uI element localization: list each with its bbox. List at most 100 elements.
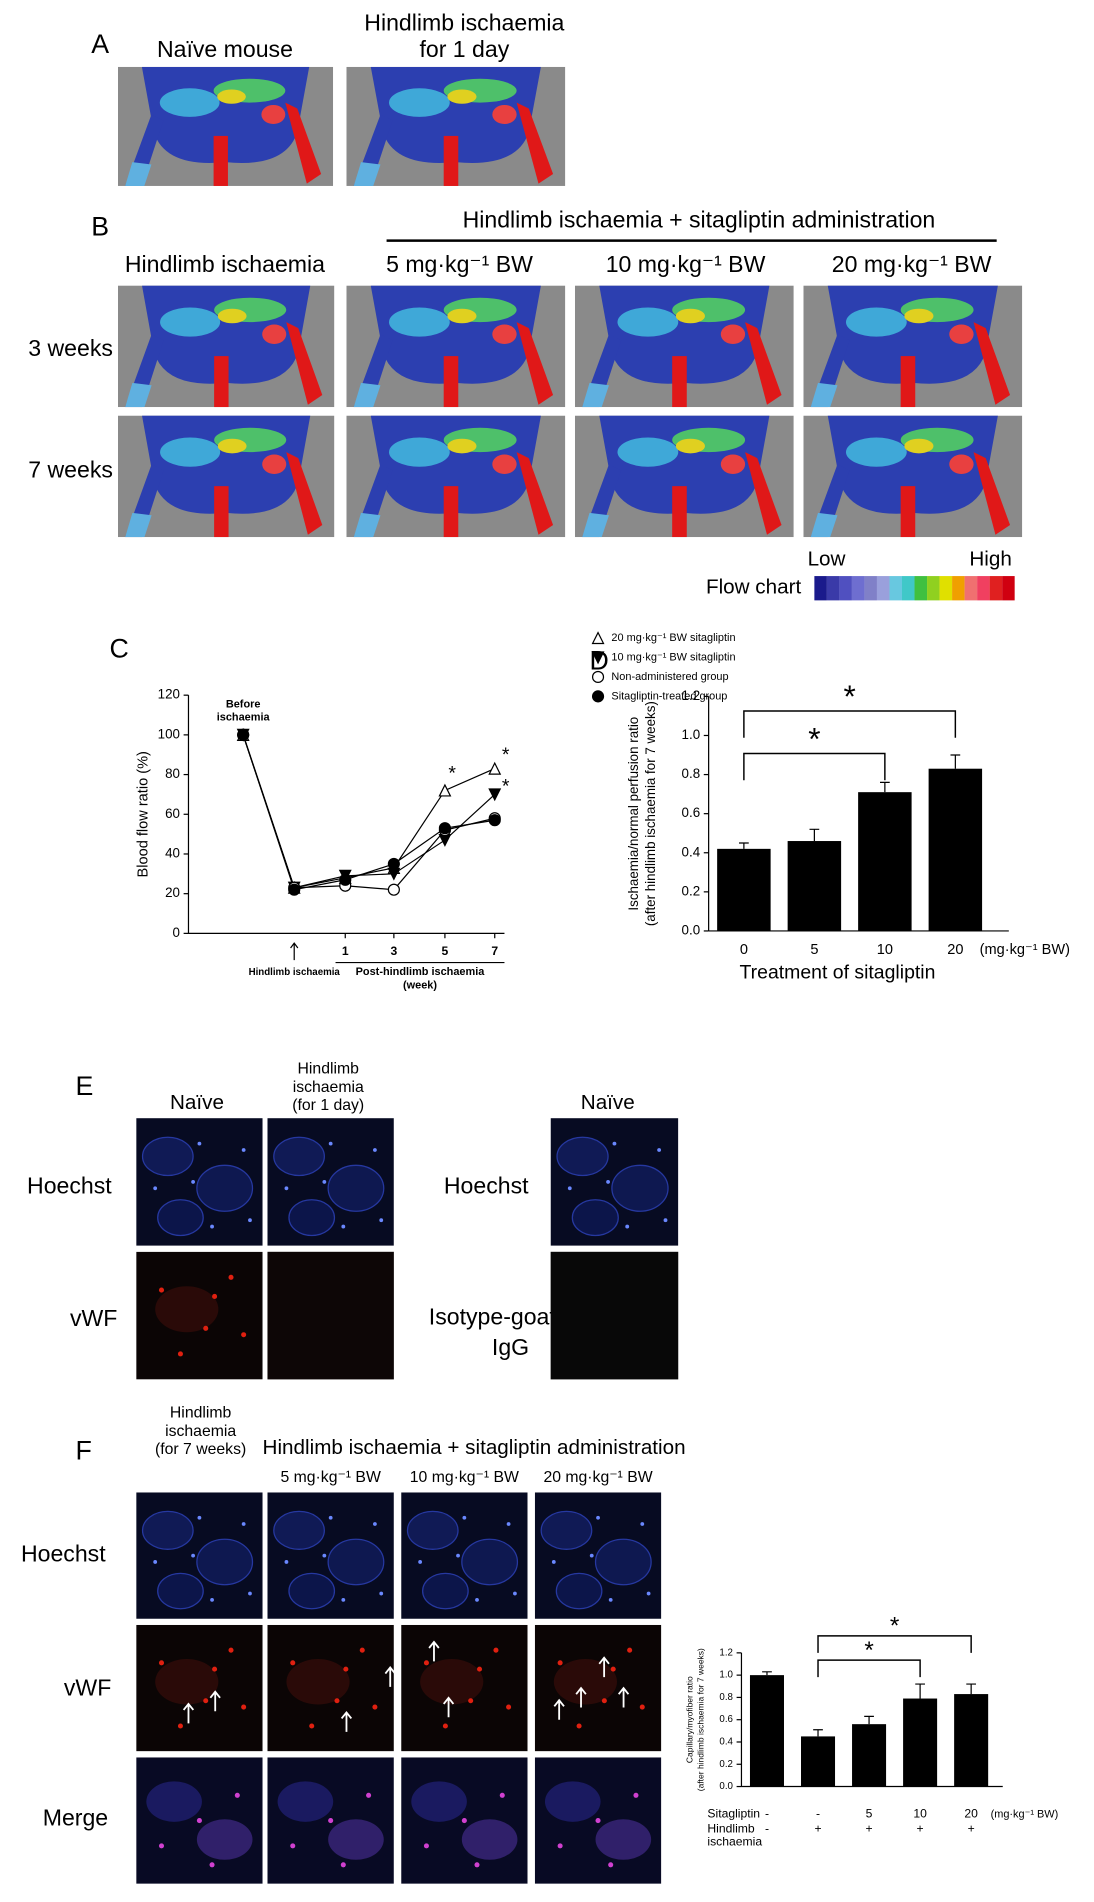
x-tick-label: - [816, 1807, 820, 1821]
micrograph [401, 1624, 528, 1752]
y-tick-label: 0.4 [682, 844, 701, 859]
scale-swatch [814, 576, 827, 601]
y-tick-label: 1.0 [719, 1670, 733, 1681]
x-tick-label: 5 [442, 944, 449, 958]
perfusion-image [574, 415, 794, 538]
perfusion-image [117, 66, 334, 186]
y-tick-label: 1.2 [719, 1647, 733, 1658]
scale-swatch [901, 576, 915, 601]
scale-low: Low [808, 548, 846, 571]
y-tick-label: 80 [165, 766, 180, 781]
scale-swatch [826, 576, 840, 601]
micrograph [534, 1492, 662, 1619]
panel-letter: F [75, 1435, 91, 1465]
scale-swatch [989, 576, 1003, 601]
row-label: 7 weeks [28, 457, 113, 483]
x-tick-label: + [968, 1821, 975, 1835]
x-tick-label: 20 [964, 1807, 978, 1821]
x-axis-label: Post-hindlimb ischaemia [356, 966, 486, 978]
x-tick-label: 20 [947, 942, 963, 958]
bar [801, 1736, 836, 1787]
arrow [209, 1690, 221, 1712]
column-label: Naïve [170, 1091, 224, 1114]
y-tick-label: 120 [158, 687, 180, 702]
perfusion-image [346, 285, 566, 408]
x-tick-label: - [765, 1807, 769, 1821]
scale-swatch [876, 576, 890, 601]
bar [717, 848, 771, 931]
bar [928, 768, 983, 931]
marker [488, 814, 501, 827]
y-tick-label: 40 [165, 846, 180, 861]
scale-swatch [952, 576, 965, 601]
column-label: ischaemia [165, 1423, 236, 1440]
micrograph [267, 1118, 394, 1246]
micrograph [401, 1492, 528, 1619]
y-tick-label: 0.0 [682, 922, 701, 937]
x-axis-label: Treatment of sitagliptin [740, 962, 936, 984]
y-tick-label: 0.6 [719, 1714, 733, 1725]
scale-swatch [1002, 576, 1015, 601]
row-label: IgG [492, 1334, 529, 1360]
x-tick-label: 7 [491, 944, 498, 958]
x-axis-label: (week) [403, 980, 437, 992]
column-label: for 1 day [419, 36, 509, 62]
marker [438, 783, 452, 797]
arrow [598, 1656, 610, 1678]
group-title: Hindlimb ischaemia + sitagliptin adminis… [263, 1436, 686, 1459]
micrograph [267, 1251, 394, 1380]
arrow [575, 1686, 587, 1708]
x-tick-label: Hindlimb ischaemia [249, 967, 341, 978]
column-label: Hindlimb ischaemia [125, 251, 325, 277]
row-name: ischaemia [707, 1835, 762, 1849]
scale-swatch [851, 576, 865, 601]
column-label: (for 1 day) [292, 1097, 364, 1114]
marker [288, 883, 301, 896]
micrograph [136, 1492, 263, 1619]
row-label: vWF [64, 1674, 111, 1700]
y-tick-label: 0.0 [719, 1781, 733, 1792]
y-tick-label: 20 [165, 885, 180, 900]
marker [339, 873, 352, 886]
micrograph [534, 1757, 662, 1884]
panel-letter: C [109, 633, 128, 663]
panel-letter: A [91, 29, 109, 59]
y-tick-label: 1.2 [682, 688, 701, 703]
legend-label: 20 mg·kg⁻¹ BW sitagliptin [611, 632, 735, 644]
micrograph [534, 1624, 662, 1752]
arrow [340, 1710, 353, 1732]
significance: * [890, 1613, 900, 1640]
significance: * [502, 744, 510, 766]
row-label: Hoechst [21, 1541, 106, 1567]
micrograph [267, 1492, 394, 1619]
error-bar [966, 1683, 977, 1695]
annotation: ischaemia [217, 712, 271, 724]
error-bar [762, 1671, 772, 1676]
series-line [242, 734, 495, 889]
scale-swatch [927, 576, 940, 601]
y-tick-label: 100 [158, 726, 180, 741]
bar [858, 792, 912, 931]
x-unit: (mg·kg⁻¹ BW) [991, 1808, 1059, 1820]
arrow [182, 1702, 195, 1724]
x-tick-label: + [866, 1821, 873, 1835]
y-tick-label: 0 [173, 925, 180, 940]
y-axis-label: Capillary/myofiber ratio [685, 1676, 695, 1763]
y-tick-label: 0.4 [719, 1737, 733, 1748]
arrow [384, 1665, 396, 1687]
x-tick-label: 1 [342, 944, 349, 958]
y-tick-label: 0.8 [682, 766, 701, 781]
micrograph [136, 1757, 263, 1884]
y-tick-label: 1.0 [682, 727, 701, 742]
scale-swatch [939, 576, 953, 601]
perfusion-image [346, 415, 566, 538]
x-tick-label: 3 [390, 944, 397, 958]
scale-title: Flow chart [706, 576, 802, 599]
micrograph [550, 1118, 679, 1246]
annotation: Before [226, 698, 261, 710]
micrograph [136, 1251, 263, 1380]
error-bar [813, 1729, 823, 1737]
significance: * [502, 776, 510, 798]
x-tick-label: 0 [740, 942, 748, 958]
